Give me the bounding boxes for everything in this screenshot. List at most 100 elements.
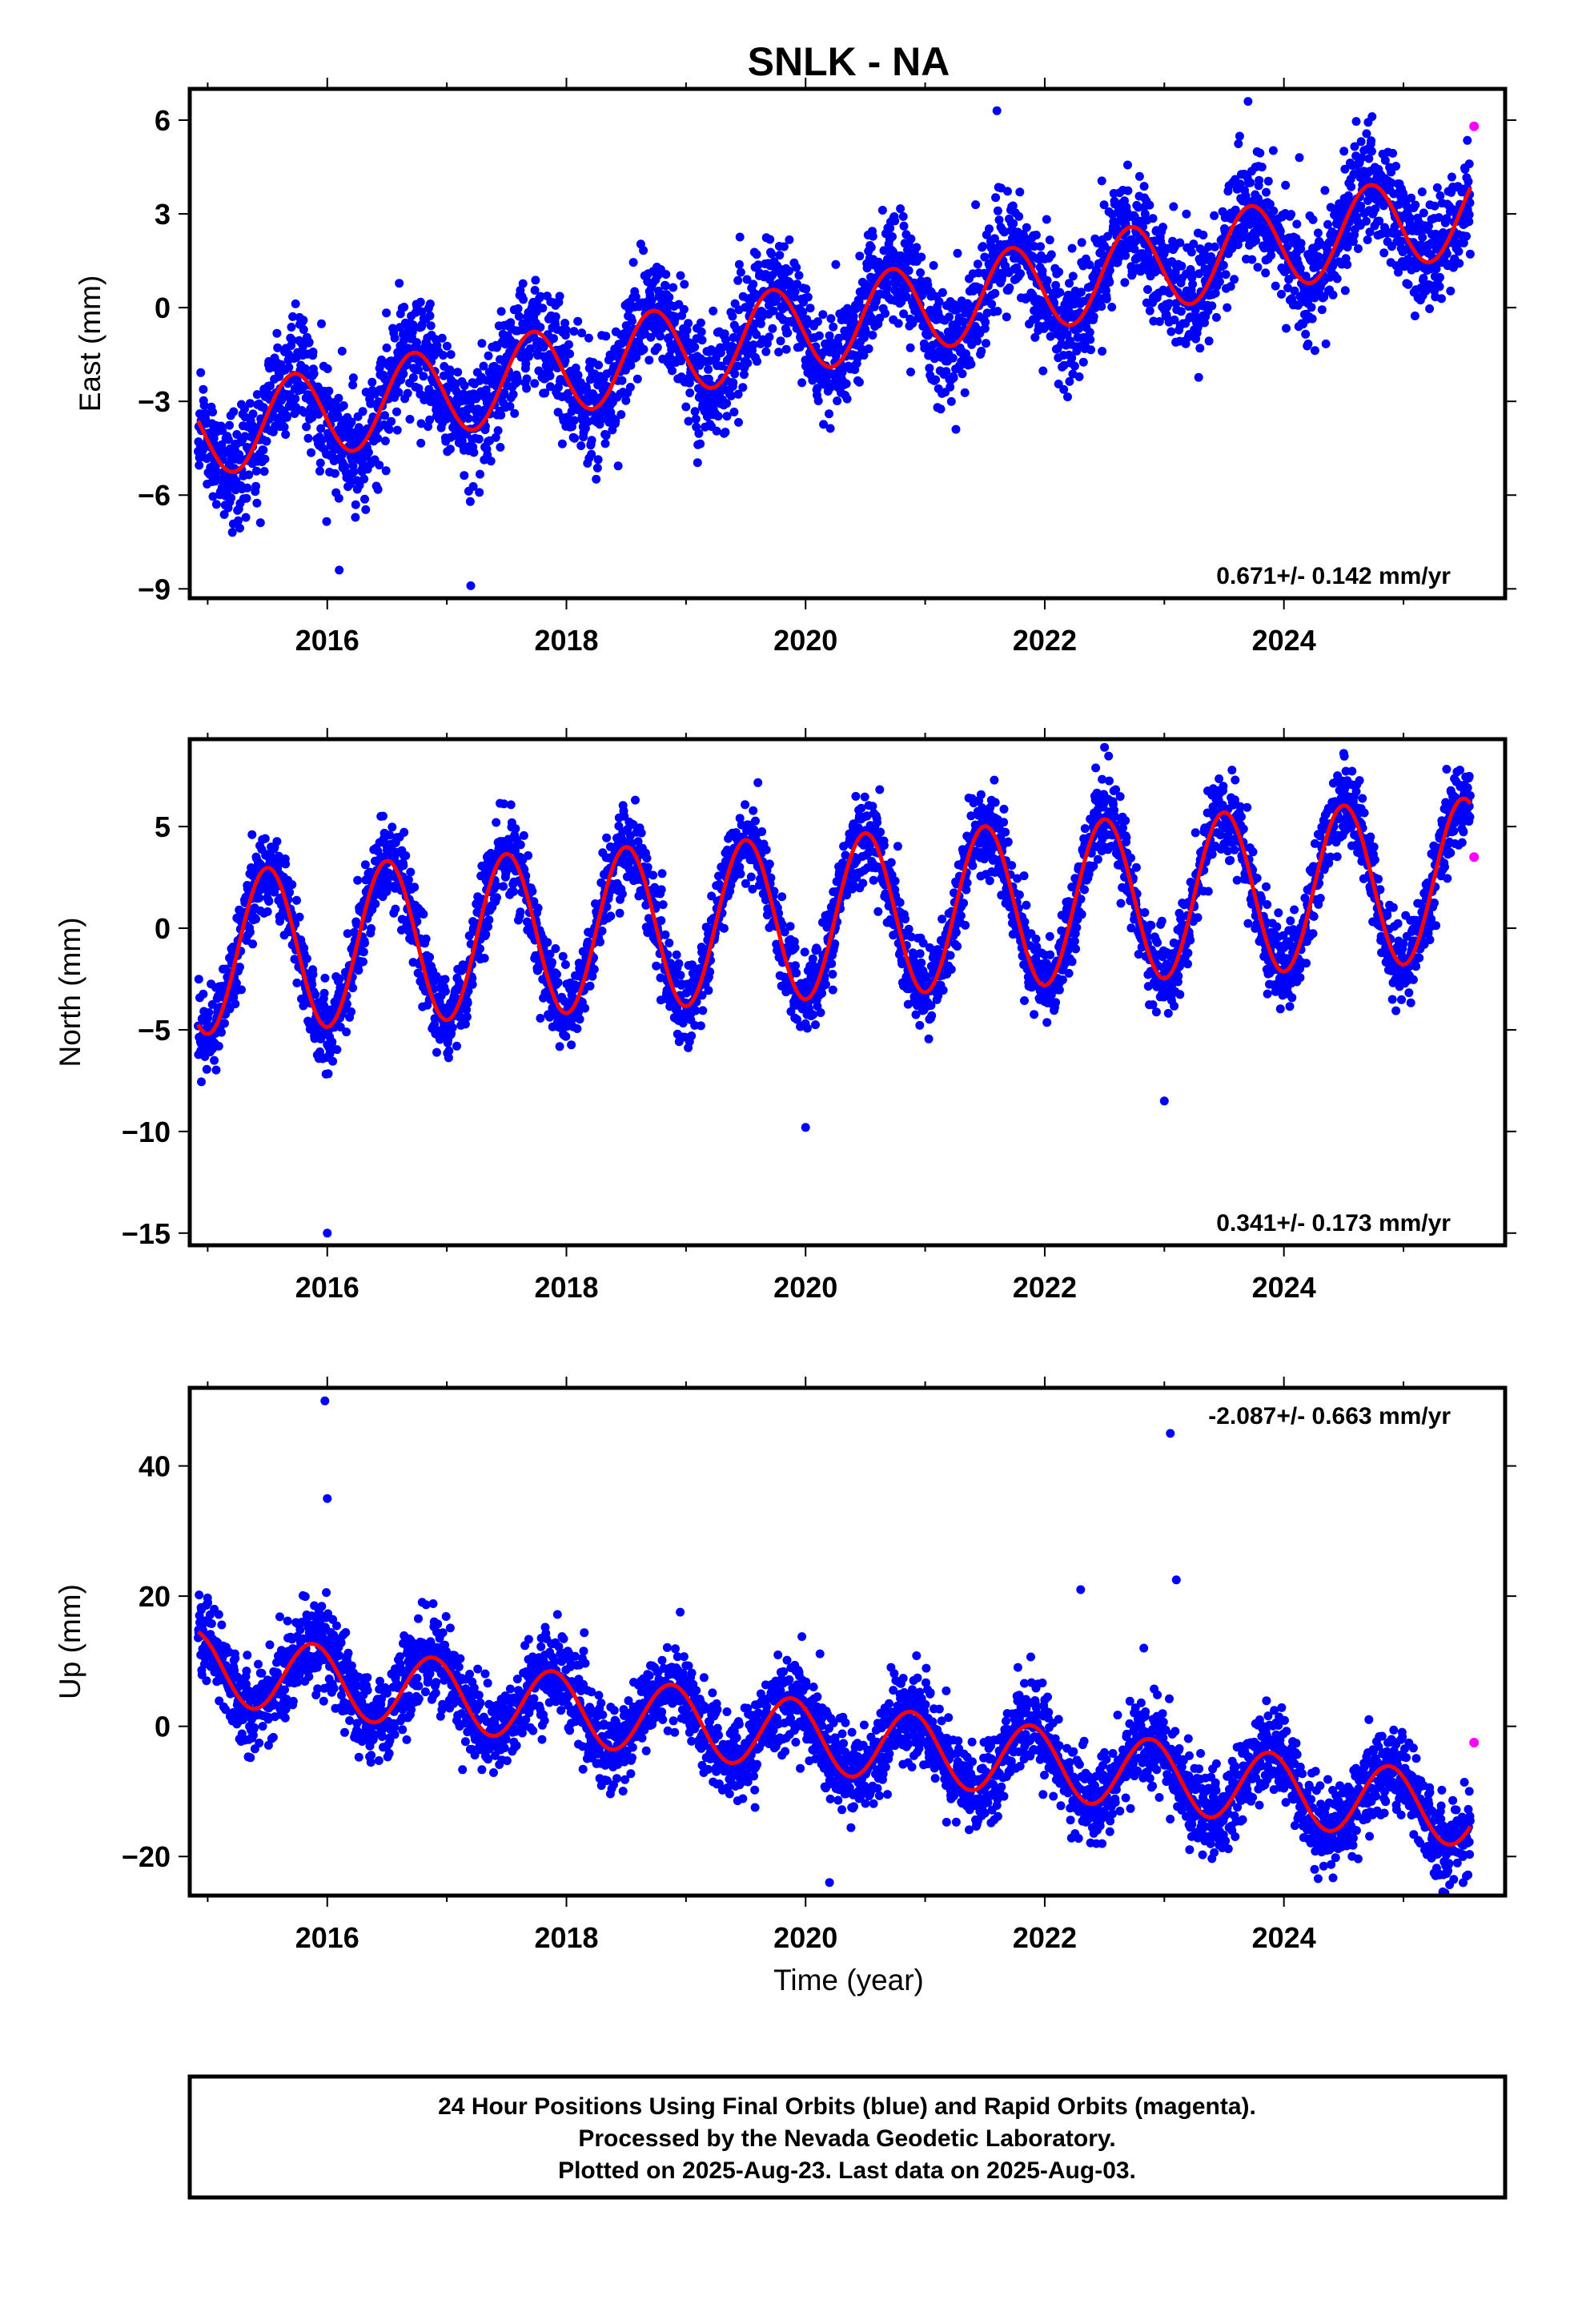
- east-final-point: [613, 461, 623, 471]
- east-final-point: [1139, 182, 1149, 191]
- east-final-point: [262, 436, 271, 446]
- east-final-point: [978, 242, 988, 251]
- east-final-point: [1464, 177, 1473, 187]
- east-final-point: [1098, 347, 1107, 356]
- east-final-point: [677, 356, 686, 366]
- east-final-point: [1097, 176, 1106, 186]
- north-final-point: [543, 938, 552, 947]
- east-final-point: [958, 369, 967, 379]
- east-final-point: [425, 311, 435, 320]
- north-final-point: [410, 883, 420, 892]
- east-final-point: [1263, 176, 1273, 186]
- east-final-point: [697, 327, 706, 336]
- east-final-point: [987, 300, 997, 309]
- north-final-point: [302, 954, 311, 963]
- east-final-point: [1363, 168, 1372, 178]
- east-final-point: [982, 339, 990, 348]
- east-final-point: [753, 260, 763, 270]
- east-final-point: [1403, 279, 1413, 289]
- east-final-point: [1120, 278, 1130, 287]
- east-final-point: [1250, 214, 1259, 223]
- east-final-point: [1158, 223, 1167, 232]
- east-final-point: [1320, 186, 1330, 195]
- east-final-point: [373, 433, 383, 443]
- east-final-point: [351, 500, 360, 509]
- east-final-point: [479, 361, 488, 371]
- east-final-point: [808, 376, 817, 385]
- east-final-point: [1154, 317, 1164, 326]
- east-final-point: [1319, 292, 1329, 302]
- north-final-point: [379, 811, 387, 821]
- east-final-point: [765, 275, 774, 284]
- east-final-point: [315, 458, 325, 468]
- east-final-point: [299, 316, 308, 325]
- north-final-point: [307, 979, 317, 989]
- east-final-point: [1317, 305, 1327, 315]
- east-final-point: [1411, 263, 1421, 273]
- east-final-point: [367, 377, 377, 387]
- east-final-point: [1455, 259, 1464, 268]
- east-final-point: [587, 436, 596, 445]
- east-final-point: [1399, 192, 1408, 202]
- east-final-point: [384, 424, 394, 434]
- east-final-point: [437, 333, 447, 343]
- north-final-point: [353, 875, 363, 885]
- east-final-point: [1068, 271, 1078, 281]
- north-final-point: [251, 915, 261, 924]
- east-final-point: [742, 275, 752, 284]
- east-final-point: [736, 267, 745, 277]
- north-final-point: [220, 1019, 229, 1028]
- east-final-point: [783, 328, 793, 338]
- east-final-point: [696, 439, 705, 448]
- east-final-point: [223, 435, 233, 444]
- east-final-point: [287, 323, 296, 332]
- east-final-point: [414, 365, 423, 375]
- east-final-point: [596, 415, 605, 424]
- north-final-point: [202, 1064, 211, 1074]
- east-final-point: [833, 396, 842, 406]
- east-final-point: [225, 420, 235, 430]
- east-final-point: [265, 381, 275, 391]
- east-final-point: [334, 493, 343, 503]
- east-final-point: [826, 314, 836, 324]
- north-final-point: [401, 851, 411, 860]
- east-final-point: [1182, 209, 1191, 219]
- east-final-point: [906, 368, 915, 376]
- east-final-point: [1437, 294, 1446, 304]
- east-final-point: [536, 292, 545, 301]
- north-final-point: [602, 833, 612, 842]
- east-final-point: [291, 394, 300, 404]
- east-final-point: [347, 417, 356, 427]
- east-final-point: [317, 319, 326, 328]
- east-final-point: [557, 439, 567, 448]
- east-final-point: [639, 246, 648, 255]
- east-final-point: [1181, 339, 1191, 348]
- east-final-point: [468, 482, 478, 491]
- east-final-point: [538, 304, 548, 313]
- east-final-point: [1170, 316, 1179, 324]
- east-final-point: [628, 316, 636, 326]
- east-final-point: [1176, 307, 1186, 316]
- east-final-point: [1389, 189, 1399, 199]
- north-final-point: [385, 830, 395, 840]
- north-final-point: [391, 904, 400, 914]
- north-final-point: [360, 860, 370, 870]
- east-final-point: [594, 360, 603, 370]
- north-final-point: [287, 880, 297, 890]
- east-final-point: [496, 307, 506, 316]
- east-final-point: [525, 344, 535, 353]
- east-final-point: [893, 319, 903, 328]
- east-final-point: [1387, 178, 1396, 187]
- east-final-point: [419, 372, 428, 381]
- east-final-point: [1282, 324, 1291, 333]
- east-final-point: [1064, 291, 1074, 300]
- east-final-point: [1123, 160, 1132, 170]
- east-final-point: [1321, 339, 1331, 348]
- east-final-point: [304, 337, 314, 347]
- east-final-point: [945, 312, 954, 322]
- east-final-point: [445, 365, 455, 375]
- east-final-point: [854, 377, 864, 387]
- east-final-point: [316, 424, 326, 433]
- east-final-point: [486, 456, 496, 466]
- east-final-point: [243, 483, 252, 493]
